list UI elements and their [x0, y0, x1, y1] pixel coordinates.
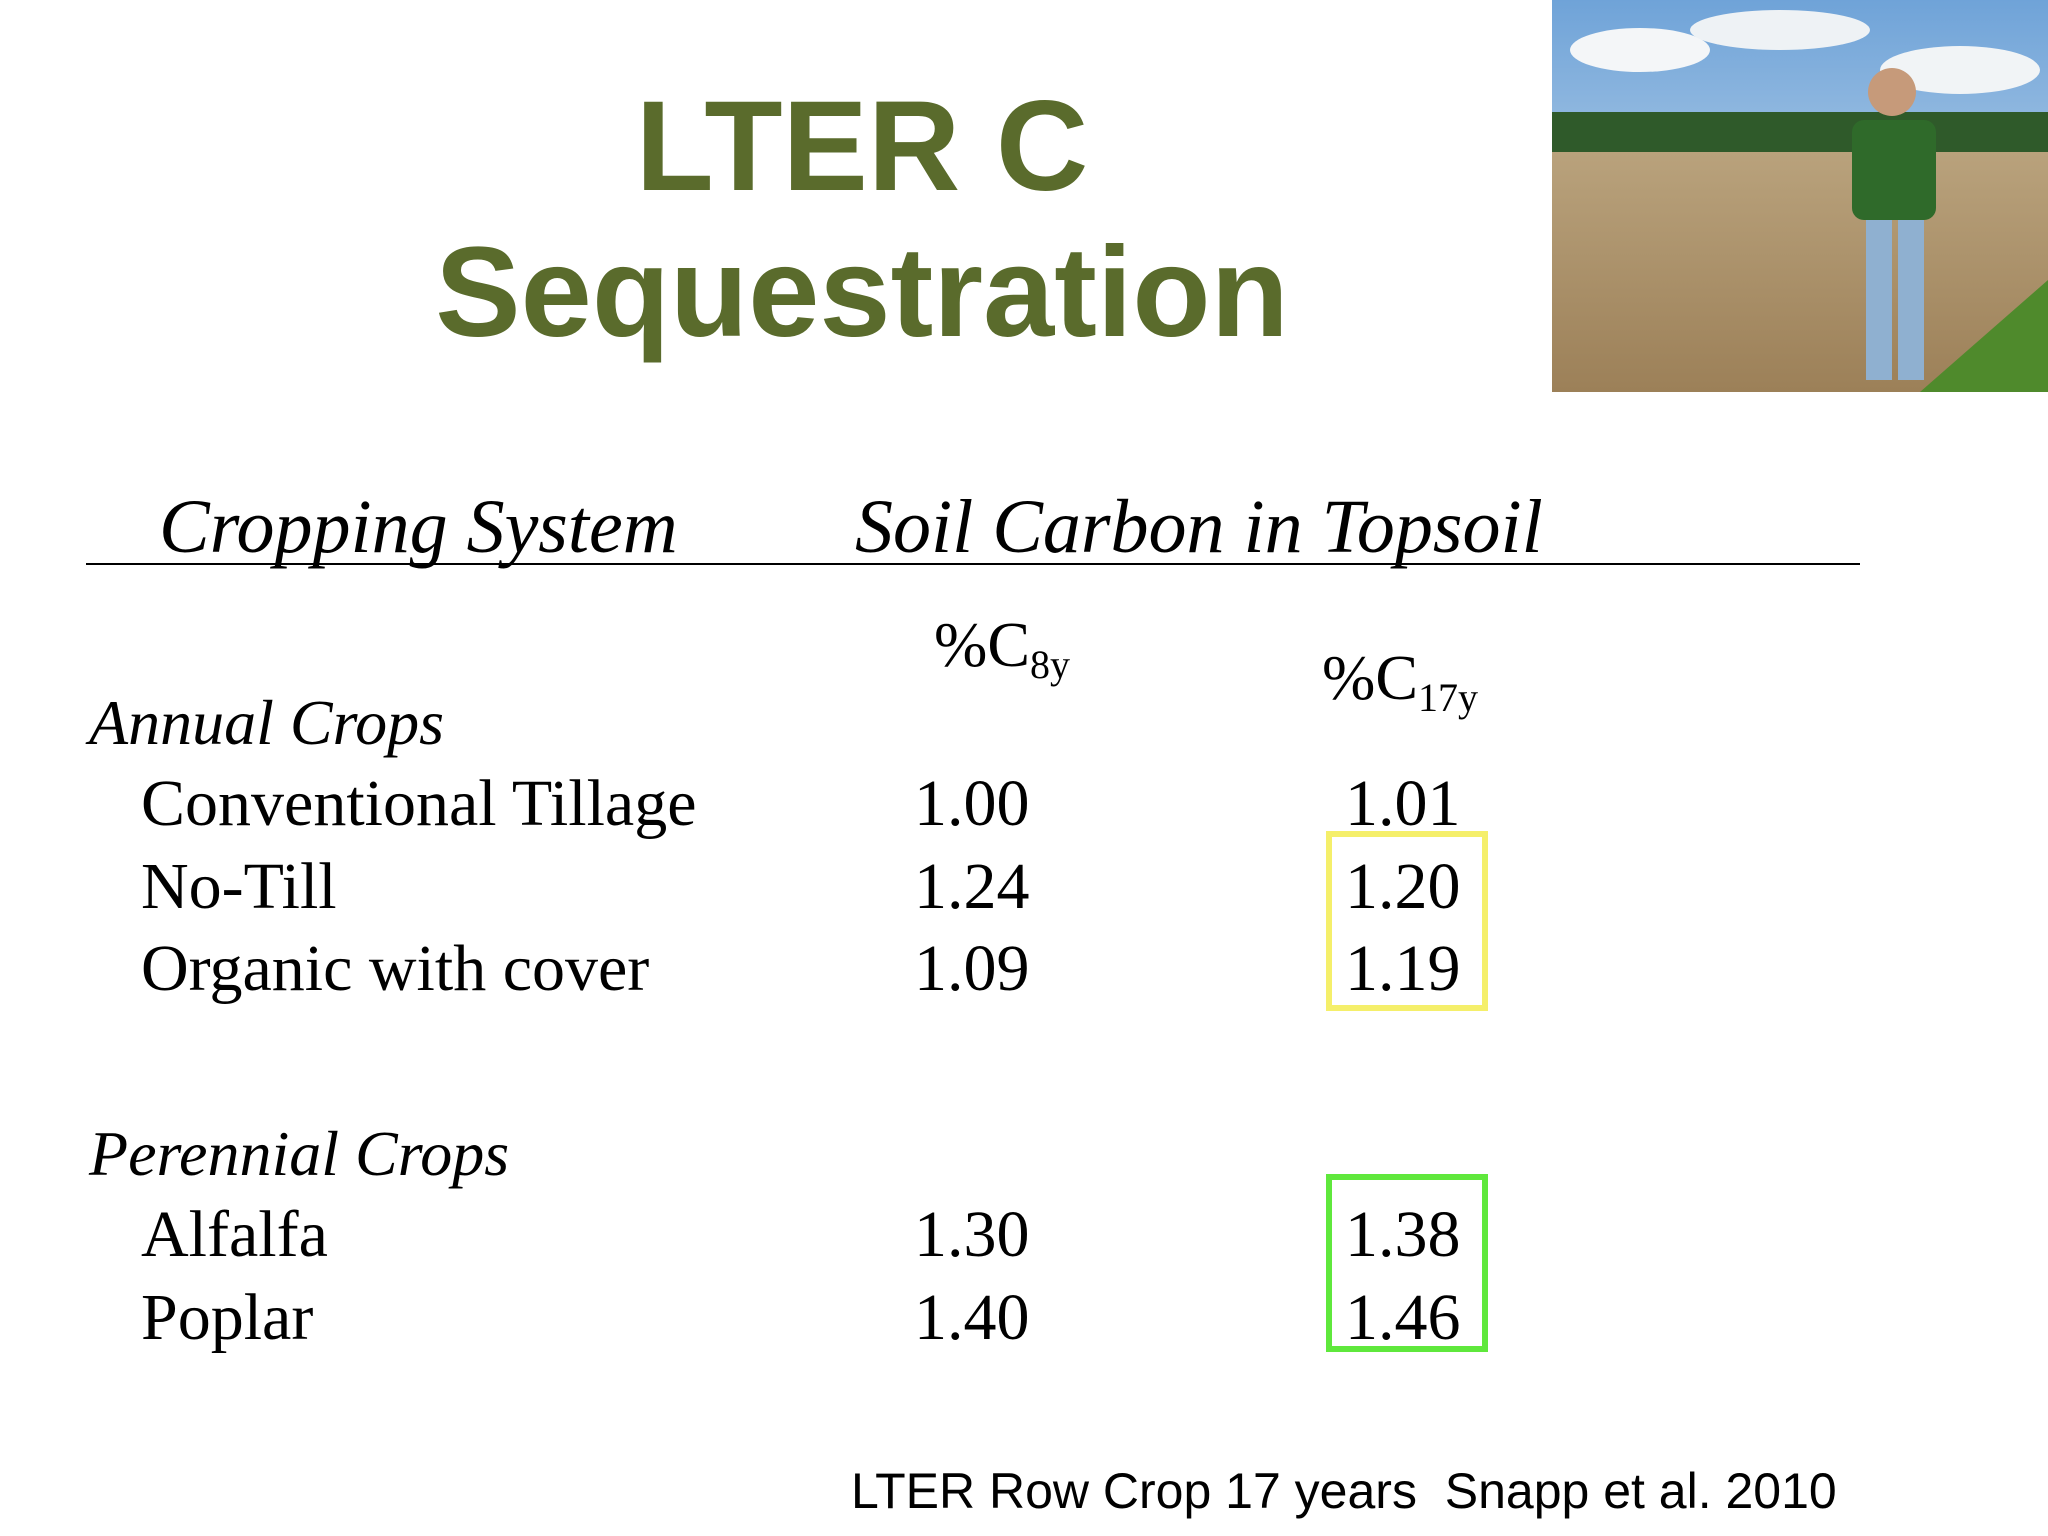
cell: 1.20 [1345, 850, 1461, 923]
cell: 1.38 [1345, 1198, 1461, 1271]
citation: LTER Row Crop 17 years Snapp et al. 2010 [851, 1463, 1837, 1519]
label: %C [934, 609, 1030, 680]
label: %C [1322, 642, 1418, 713]
row-label: Alfalfa [141, 1198, 328, 1271]
title-line: LTER C [636, 75, 1089, 218]
cell: 1.19 [1345, 932, 1461, 1005]
column-header: Cropping System [159, 485, 678, 569]
subcolumn-header: %C8y [934, 609, 1070, 687]
cell: 1.24 [914, 850, 1030, 923]
cell: 1.46 [1345, 1281, 1461, 1354]
subcolumn-header: %C17y [1322, 642, 1478, 720]
subscript: 8y [1030, 642, 1070, 687]
highlight-box [1326, 1174, 1488, 1352]
row-label: Organic with cover [141, 932, 649, 1005]
photo [1552, 0, 2048, 392]
cell: 1.40 [914, 1281, 1030, 1354]
row-label: Conventional Tillage [141, 767, 697, 840]
subscript: 17y [1418, 675, 1478, 720]
title-line: Sequestration [435, 221, 1289, 364]
cell: 1.30 [914, 1198, 1030, 1271]
highlight-box [1326, 831, 1488, 1011]
group-label: Annual Crops [85, 687, 444, 758]
cell: 1.09 [914, 932, 1030, 1005]
group-label: Perennial Crops [88, 1118, 509, 1189]
cell: 1.01 [1345, 767, 1461, 840]
column-header: Soil Carbon in Topsoil [855, 485, 1543, 569]
row-label: Poplar [141, 1281, 313, 1354]
row-label: No-Till [141, 850, 337, 923]
cell: 1.00 [914, 767, 1030, 840]
